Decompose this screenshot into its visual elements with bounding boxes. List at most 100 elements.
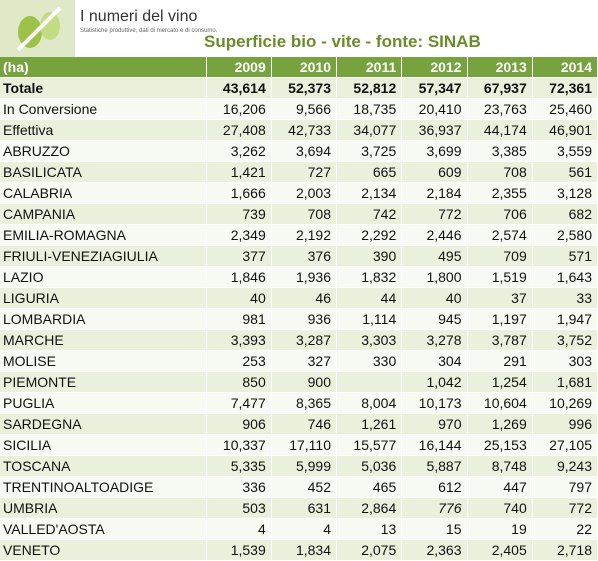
logo bbox=[0, 0, 75, 57]
table-cell: 34,077 bbox=[336, 119, 403, 141]
table-cell: 46,901 bbox=[532, 119, 598, 141]
row-label: TRENTINOALTOADIGE bbox=[0, 476, 207, 498]
table-cell: 2,134 bbox=[336, 182, 403, 204]
table-body: Totale 43,614 52,373 52,812 57,347 67,937 72,3… bbox=[0, 77, 598, 561]
table-cell: 609 bbox=[401, 161, 468, 183]
row-label: LOMBARDIA bbox=[0, 308, 207, 330]
table-cell: 3,385 bbox=[467, 140, 533, 162]
row-label: CALABRIA bbox=[0, 182, 207, 204]
table-cell: 377 bbox=[206, 245, 272, 267]
table-row: VALLED'AOSTA 4 4 13 15 19 22 bbox=[0, 518, 598, 540]
table-cell: 709 bbox=[467, 245, 533, 267]
row-label: BASILICATA bbox=[0, 161, 207, 183]
table-cell: 10,173 bbox=[401, 392, 468, 414]
table-cell: 52,812 bbox=[336, 77, 403, 99]
row-label: Totale bbox=[0, 77, 207, 99]
table-cell: 727 bbox=[271, 161, 338, 183]
table-row: UMBRIA 503 631 2,864 776 740 772 bbox=[0, 497, 598, 519]
row-label: PIEMONTE bbox=[0, 371, 207, 393]
table-cell: 44,174 bbox=[467, 119, 533, 141]
table-cell: 1,681 bbox=[532, 371, 598, 393]
table-cell: 631 bbox=[271, 497, 338, 519]
site-title: I numeri del vino bbox=[80, 8, 198, 25]
table-cell: 43,614 bbox=[206, 77, 272, 99]
column-header: 2010 bbox=[271, 57, 338, 78]
table-cell: 1,947 bbox=[532, 308, 598, 330]
table-cell: 36,937 bbox=[401, 119, 468, 141]
table-cell: 4 bbox=[206, 518, 272, 540]
table-cell: 1,832 bbox=[336, 266, 403, 288]
table-cell: 776 bbox=[401, 497, 468, 519]
table-cell: 2,003 bbox=[271, 182, 338, 204]
row-label: CAMPANIA bbox=[0, 203, 207, 225]
table-row: EMILIA-ROMAGNA 2,349 2,192 2,292 2,446 2,574 2… bbox=[0, 224, 598, 246]
row-label: LIGURIA bbox=[0, 287, 207, 309]
logo-grape bbox=[18, 16, 42, 48]
table-row: CALABRIA 1,666 2,003 2,134 2,184 2,355 3,128 bbox=[0, 182, 598, 204]
row-label: PUGLIA bbox=[0, 392, 207, 414]
table-cell: 3,694 bbox=[271, 140, 338, 162]
table-cell: 7,477 bbox=[206, 392, 272, 414]
table-cell: 900 bbox=[271, 371, 338, 393]
table-cell: 8,748 bbox=[467, 455, 533, 477]
table-cell: 2,363 bbox=[401, 539, 468, 561]
column-header: 2012 bbox=[401, 57, 468, 78]
row-label: MARCHE bbox=[0, 329, 207, 351]
table-cell: 2,446 bbox=[401, 224, 468, 246]
table-cell: 561 bbox=[532, 161, 598, 183]
table-cell: 2,580 bbox=[532, 224, 598, 246]
table-cell: 797 bbox=[532, 476, 598, 498]
table-row: TOSCANA 5,335 5,999 5,036 5,887 8,748 9,243 bbox=[0, 455, 598, 477]
table-cell: 27,105 bbox=[532, 434, 598, 456]
header: I numeri del vino Statistiche produttive… bbox=[0, 0, 598, 57]
table-row: Effettiva 27,408 42,733 34,077 36,937 44,174 4… bbox=[0, 119, 598, 141]
table-cell: 1,643 bbox=[532, 266, 598, 288]
table-cell: 936 bbox=[271, 308, 338, 330]
table-cell: 612 bbox=[401, 476, 468, 498]
table-cell: 8,365 bbox=[271, 392, 338, 414]
table-row: LAZIO 1,846 1,936 1,832 1,800 1,519 1,643 bbox=[0, 266, 598, 288]
table-cell: 2,355 bbox=[467, 182, 533, 204]
table-cell: 9,566 bbox=[271, 98, 338, 120]
table-cell: 708 bbox=[467, 161, 533, 183]
table-cell: 571 bbox=[532, 245, 598, 267]
table-cell: 740 bbox=[467, 497, 533, 519]
table-cell: 447 bbox=[467, 476, 533, 498]
table-cell: 22 bbox=[532, 518, 598, 540]
table-cell: 1,846 bbox=[206, 266, 272, 288]
table-cell: 1,114 bbox=[336, 308, 403, 330]
table-cell: 682 bbox=[532, 203, 598, 225]
table-cell: 1,519 bbox=[467, 266, 533, 288]
table-cell: 17,110 bbox=[271, 434, 338, 456]
table-cell: 44 bbox=[336, 287, 403, 309]
table-cell: 5,335 bbox=[206, 455, 272, 477]
table-cell: 72,361 bbox=[532, 77, 598, 99]
table-row: In Conversione 16,206 9,566 18,735 20,410 23,… bbox=[0, 98, 598, 120]
table-cell: 708 bbox=[271, 203, 338, 225]
table-cell: 3,787 bbox=[467, 329, 533, 351]
table-row: SARDEGNA 906 746 1,261 970 1,269 996 bbox=[0, 413, 598, 435]
row-label: SARDEGNA bbox=[0, 413, 207, 435]
table-row: ABRUZZO 3,262 3,694 3,725 3,699 3,385 3,559 bbox=[0, 140, 598, 162]
table-cell: 16,206 bbox=[206, 98, 272, 120]
table-cell: 390 bbox=[336, 245, 403, 267]
table-title: Superficie bio - vite - fonte: SINAB bbox=[204, 32, 481, 51]
table-cell: 981 bbox=[206, 308, 272, 330]
logo-slash bbox=[16, 6, 62, 52]
table-cell: 25,460 bbox=[532, 98, 598, 120]
table-cell: 5,036 bbox=[336, 455, 403, 477]
table-cell: 40 bbox=[206, 287, 272, 309]
table-cell: 2,349 bbox=[206, 224, 272, 246]
table-cell: 327 bbox=[271, 350, 338, 372]
table-cell: 253 bbox=[206, 350, 272, 372]
table-cell: 2,292 bbox=[336, 224, 403, 246]
row-label: FRIULI-VENEZIAGIULIA bbox=[0, 245, 207, 267]
table-cell: 1,261 bbox=[336, 413, 403, 435]
table-cell: 906 bbox=[206, 413, 272, 435]
table-cell: 57,347 bbox=[401, 77, 468, 99]
table-cell: 2,864 bbox=[336, 497, 403, 519]
table-row: FRIULI-VENEZIAGIULIA 377 376 390 495 709 571 bbox=[0, 245, 598, 267]
table-cell: 1,269 bbox=[467, 413, 533, 435]
table-cell: 970 bbox=[401, 413, 468, 435]
